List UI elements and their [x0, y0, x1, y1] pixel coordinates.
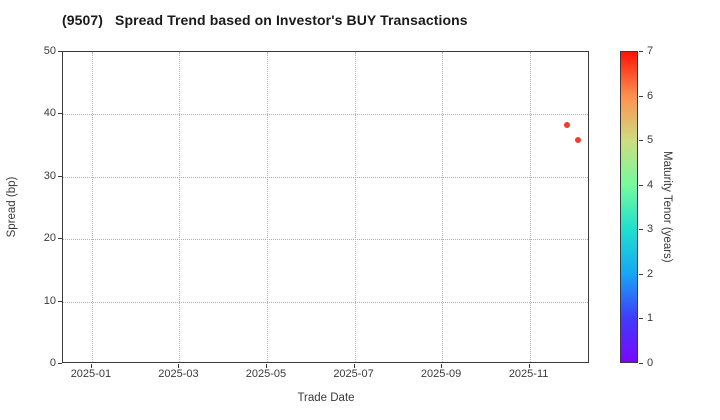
y-tick-label: 50: [43, 45, 56, 57]
y-tick-label: 10: [43, 294, 56, 307]
x-tick-label: 2025-05: [245, 368, 287, 380]
x-tick-label: 2025-11: [508, 368, 549, 380]
colorbar-tick-label: 7: [647, 45, 654, 57]
y-tick-label: 20: [43, 232, 56, 245]
plot-area: [62, 51, 589, 363]
y-tick-mark: [58, 175, 62, 177]
y-tick-label: 30: [43, 169, 56, 182]
x-gridline: [442, 52, 444, 362]
colorbar-tick-mark: [639, 318, 643, 320]
x-tick-label: 2025-07: [333, 368, 374, 380]
x-gridline: [179, 52, 181, 362]
colorbar-tick-label: 5: [647, 134, 654, 147]
y-tick-mark: [58, 51, 62, 52]
data-point: [564, 122, 571, 128]
colorbar-tick-mark: [639, 363, 643, 364]
y-gridline: [63, 239, 588, 241]
x-tick-label: 2025-01: [70, 368, 112, 380]
x-tick-mark: [353, 364, 355, 368]
y-tick-label: 40: [43, 107, 56, 120]
x-gridline: [529, 52, 531, 362]
y-gridline: [63, 301, 588, 303]
colorbar-tick-label: 1: [647, 312, 654, 325]
colorbar-tick-label: 4: [647, 178, 654, 191]
y-tick-mark: [58, 363, 62, 364]
y-tick-mark: [58, 238, 62, 240]
y-tick-mark: [58, 300, 62, 302]
colorbar-tick-label: 6: [647, 89, 654, 102]
y-gridline: [63, 176, 588, 178]
colorbar-tick-label: 3: [647, 223, 654, 236]
y-tick-label: 0: [49, 357, 56, 369]
x-gridline: [266, 52, 268, 362]
x-tick-label: 2025-03: [158, 368, 199, 380]
y-gridline: [63, 114, 588, 116]
colorbar-axis-label: Maturity Tenor (years): [661, 151, 673, 263]
x-tick-mark: [90, 364, 92, 368]
x-gridline: [354, 52, 356, 362]
chart-title: (9507) Spread Trend based on Investor's …: [62, 12, 468, 28]
x-axis-label: Trade Date: [297, 392, 355, 404]
x-tick-mark: [265, 364, 267, 368]
x-tick-mark: [441, 364, 443, 368]
colorbar-tick-label: 0: [647, 357, 654, 369]
x-tick-label: 2025-09: [420, 368, 462, 380]
data-point: [574, 136, 581, 143]
colorbar-tick-mark: [639, 51, 643, 52]
x-gridline: [91, 52, 93, 362]
colorbar-tick-mark: [639, 184, 643, 186]
colorbar: [620, 51, 638, 363]
colorbar-tick-mark: [639, 273, 643, 275]
colorbar-tick-mark: [639, 95, 643, 97]
colorbar-tick-mark: [639, 229, 643, 231]
y-tick-mark: [58, 113, 62, 115]
colorbar-tick-mark: [639, 140, 643, 142]
x-tick-mark: [178, 364, 180, 368]
x-tick-mark: [528, 364, 530, 368]
colorbar-tick-label: 2: [647, 267, 654, 280]
y-axis-label: Spread (bp): [6, 176, 18, 238]
